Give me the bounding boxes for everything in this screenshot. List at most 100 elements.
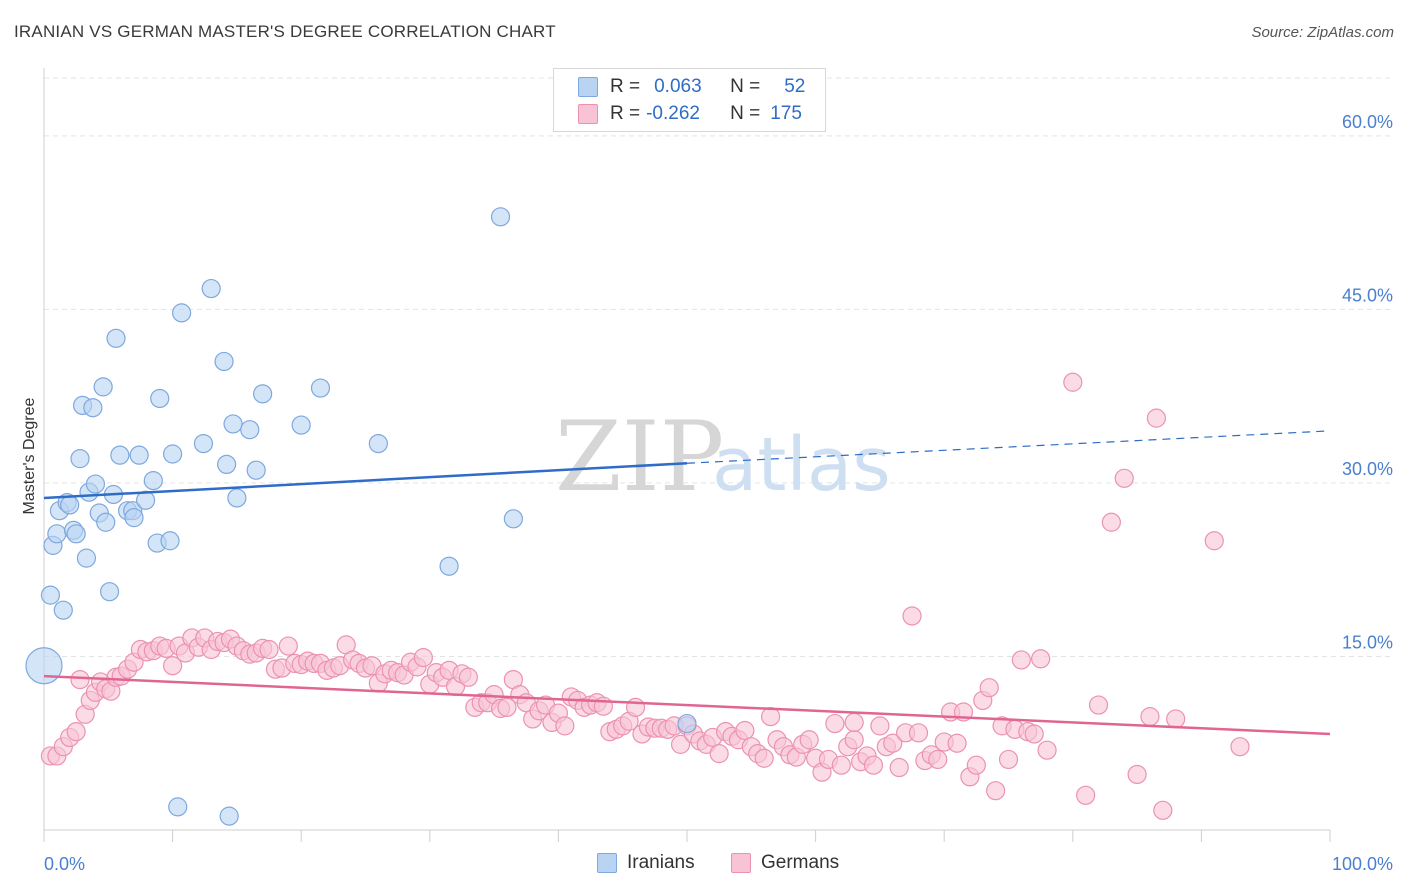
iranians-point: [172, 303, 192, 323]
legend-r-value: -0.262: [646, 103, 700, 124]
iranians-point: [124, 508, 144, 528]
bottom-legend-iranians: Iranians: [597, 852, 695, 874]
series-germans: [40, 372, 1250, 820]
y-axis-label: Master's Degree: [21, 397, 38, 514]
iranians-point: [253, 384, 273, 404]
germans-point: [163, 656, 183, 676]
iranians-trend-line: [43, 462, 688, 500]
germans-point: [1011, 650, 1031, 670]
watermark-zip: ZIP: [555, 401, 724, 513]
y-tick-label: 15.0%: [1342, 632, 1393, 652]
iranians-point: [227, 488, 247, 508]
germans-point: [908, 723, 929, 743]
watermark: ZIP atlas: [555, 401, 891, 513]
germans-point: [1146, 408, 1166, 428]
iranians-point: [66, 524, 86, 544]
iranians-point: [163, 444, 183, 464]
germans-point: [1127, 764, 1147, 785]
legend-n-label: N =: [730, 103, 761, 124]
iranians-point: [60, 495, 80, 515]
germans-point: [1076, 785, 1096, 805]
iranians-point: [490, 207, 511, 227]
legend-swatch-germans: [578, 104, 598, 124]
germans-point: [754, 748, 774, 768]
iranians-point: [246, 460, 266, 480]
germans-point: [1063, 372, 1083, 392]
chart-title: IRANIAN VS GERMAN MASTER'S DEGREE CORREL…: [14, 22, 556, 41]
germans-point: [825, 713, 845, 734]
y-tick-label: 30.0%: [1342, 459, 1393, 479]
germans-point: [1101, 512, 1121, 532]
tick-labels: 15.0% 30.0% 45.0% 60.0% 0.0% 100.0%: [44, 112, 1393, 874]
germans-point: [259, 639, 279, 660]
iranians-point: [291, 415, 311, 435]
iranians-point: [677, 713, 697, 734]
bottom-legend-germans: Germans: [731, 852, 839, 874]
germans-point: [966, 755, 986, 775]
legend-r-value: 0.063: [654, 76, 702, 97]
germans-point: [1204, 531, 1224, 551]
iranians-point: [310, 378, 331, 398]
iranians-point: [25, 647, 63, 685]
germans-point: [883, 733, 903, 753]
iranians-point: [240, 420, 260, 440]
germans-point: [670, 734, 691, 754]
legend-r-label: R =: [610, 76, 641, 97]
iranians-point: [40, 585, 61, 605]
germans-point: [1153, 800, 1173, 820]
legend-n-value: 175: [770, 103, 802, 124]
iranians-point: [70, 449, 90, 469]
germans-point: [799, 730, 819, 750]
germans-point: [555, 716, 575, 736]
germans-point: [1037, 740, 1057, 760]
germans-point: [947, 733, 967, 753]
iranians-point: [150, 388, 170, 409]
germans-point: [735, 720, 755, 741]
x-tick-label: 0.0%: [44, 854, 85, 874]
germans-point: [870, 716, 890, 736]
germans-point: [998, 749, 1019, 770]
iranians-point: [93, 377, 113, 397]
legend-swatch-iranians: [578, 77, 598, 97]
germans-point: [1166, 709, 1186, 729]
iranians-point: [217, 454, 237, 475]
source-note: Source: ZipAtlas.com: [1251, 24, 1394, 41]
bottom-legend-swatch-iranians: [597, 853, 617, 873]
germans-point: [1088, 695, 1109, 715]
trend-lines: [43, 430, 1331, 736]
germans-point: [986, 781, 1006, 801]
iranians-point: [201, 278, 221, 299]
iranians-point: [85, 474, 106, 494]
germans-point: [1140, 707, 1160, 727]
germans-point: [844, 712, 864, 733]
y-tick-label: 60.0%: [1342, 112, 1393, 132]
legend-n-value: 52: [784, 76, 806, 97]
iranians-point: [99, 582, 120, 602]
iranians-point: [168, 797, 188, 817]
iranians-point: [219, 806, 239, 826]
iranians-point: [439, 556, 459, 576]
iranians-point: [83, 398, 103, 418]
germans-point: [902, 606, 922, 626]
germans-point: [413, 648, 433, 668]
legend-r-label: R =: [610, 103, 641, 124]
series-iranians: [25, 207, 697, 826]
legend-row-germans: R = -0.262 N = 175: [578, 102, 802, 126]
germans-point: [979, 678, 999, 698]
iranians-point: [503, 509, 523, 529]
iranians-trend-extension: [686, 430, 1331, 464]
germans-point: [278, 636, 298, 656]
iranians-point: [193, 433, 214, 454]
bottom-legend-swatch-germans: [731, 853, 751, 873]
gridlines: [44, 77, 1393, 657]
germans-point: [889, 757, 909, 778]
germans-trend-line: [43, 674, 1331, 736]
bottom-legend-label-iranians: Iranians: [627, 852, 695, 873]
iranians-point: [143, 471, 163, 491]
germans-point: [625, 697, 646, 717]
bottom-legend-label-germans: Germans: [761, 852, 840, 873]
legend-row-iranians: R = 0.063 N = 52: [578, 75, 805, 99]
iranians-point: [106, 328, 126, 348]
germans-point: [458, 667, 478, 687]
